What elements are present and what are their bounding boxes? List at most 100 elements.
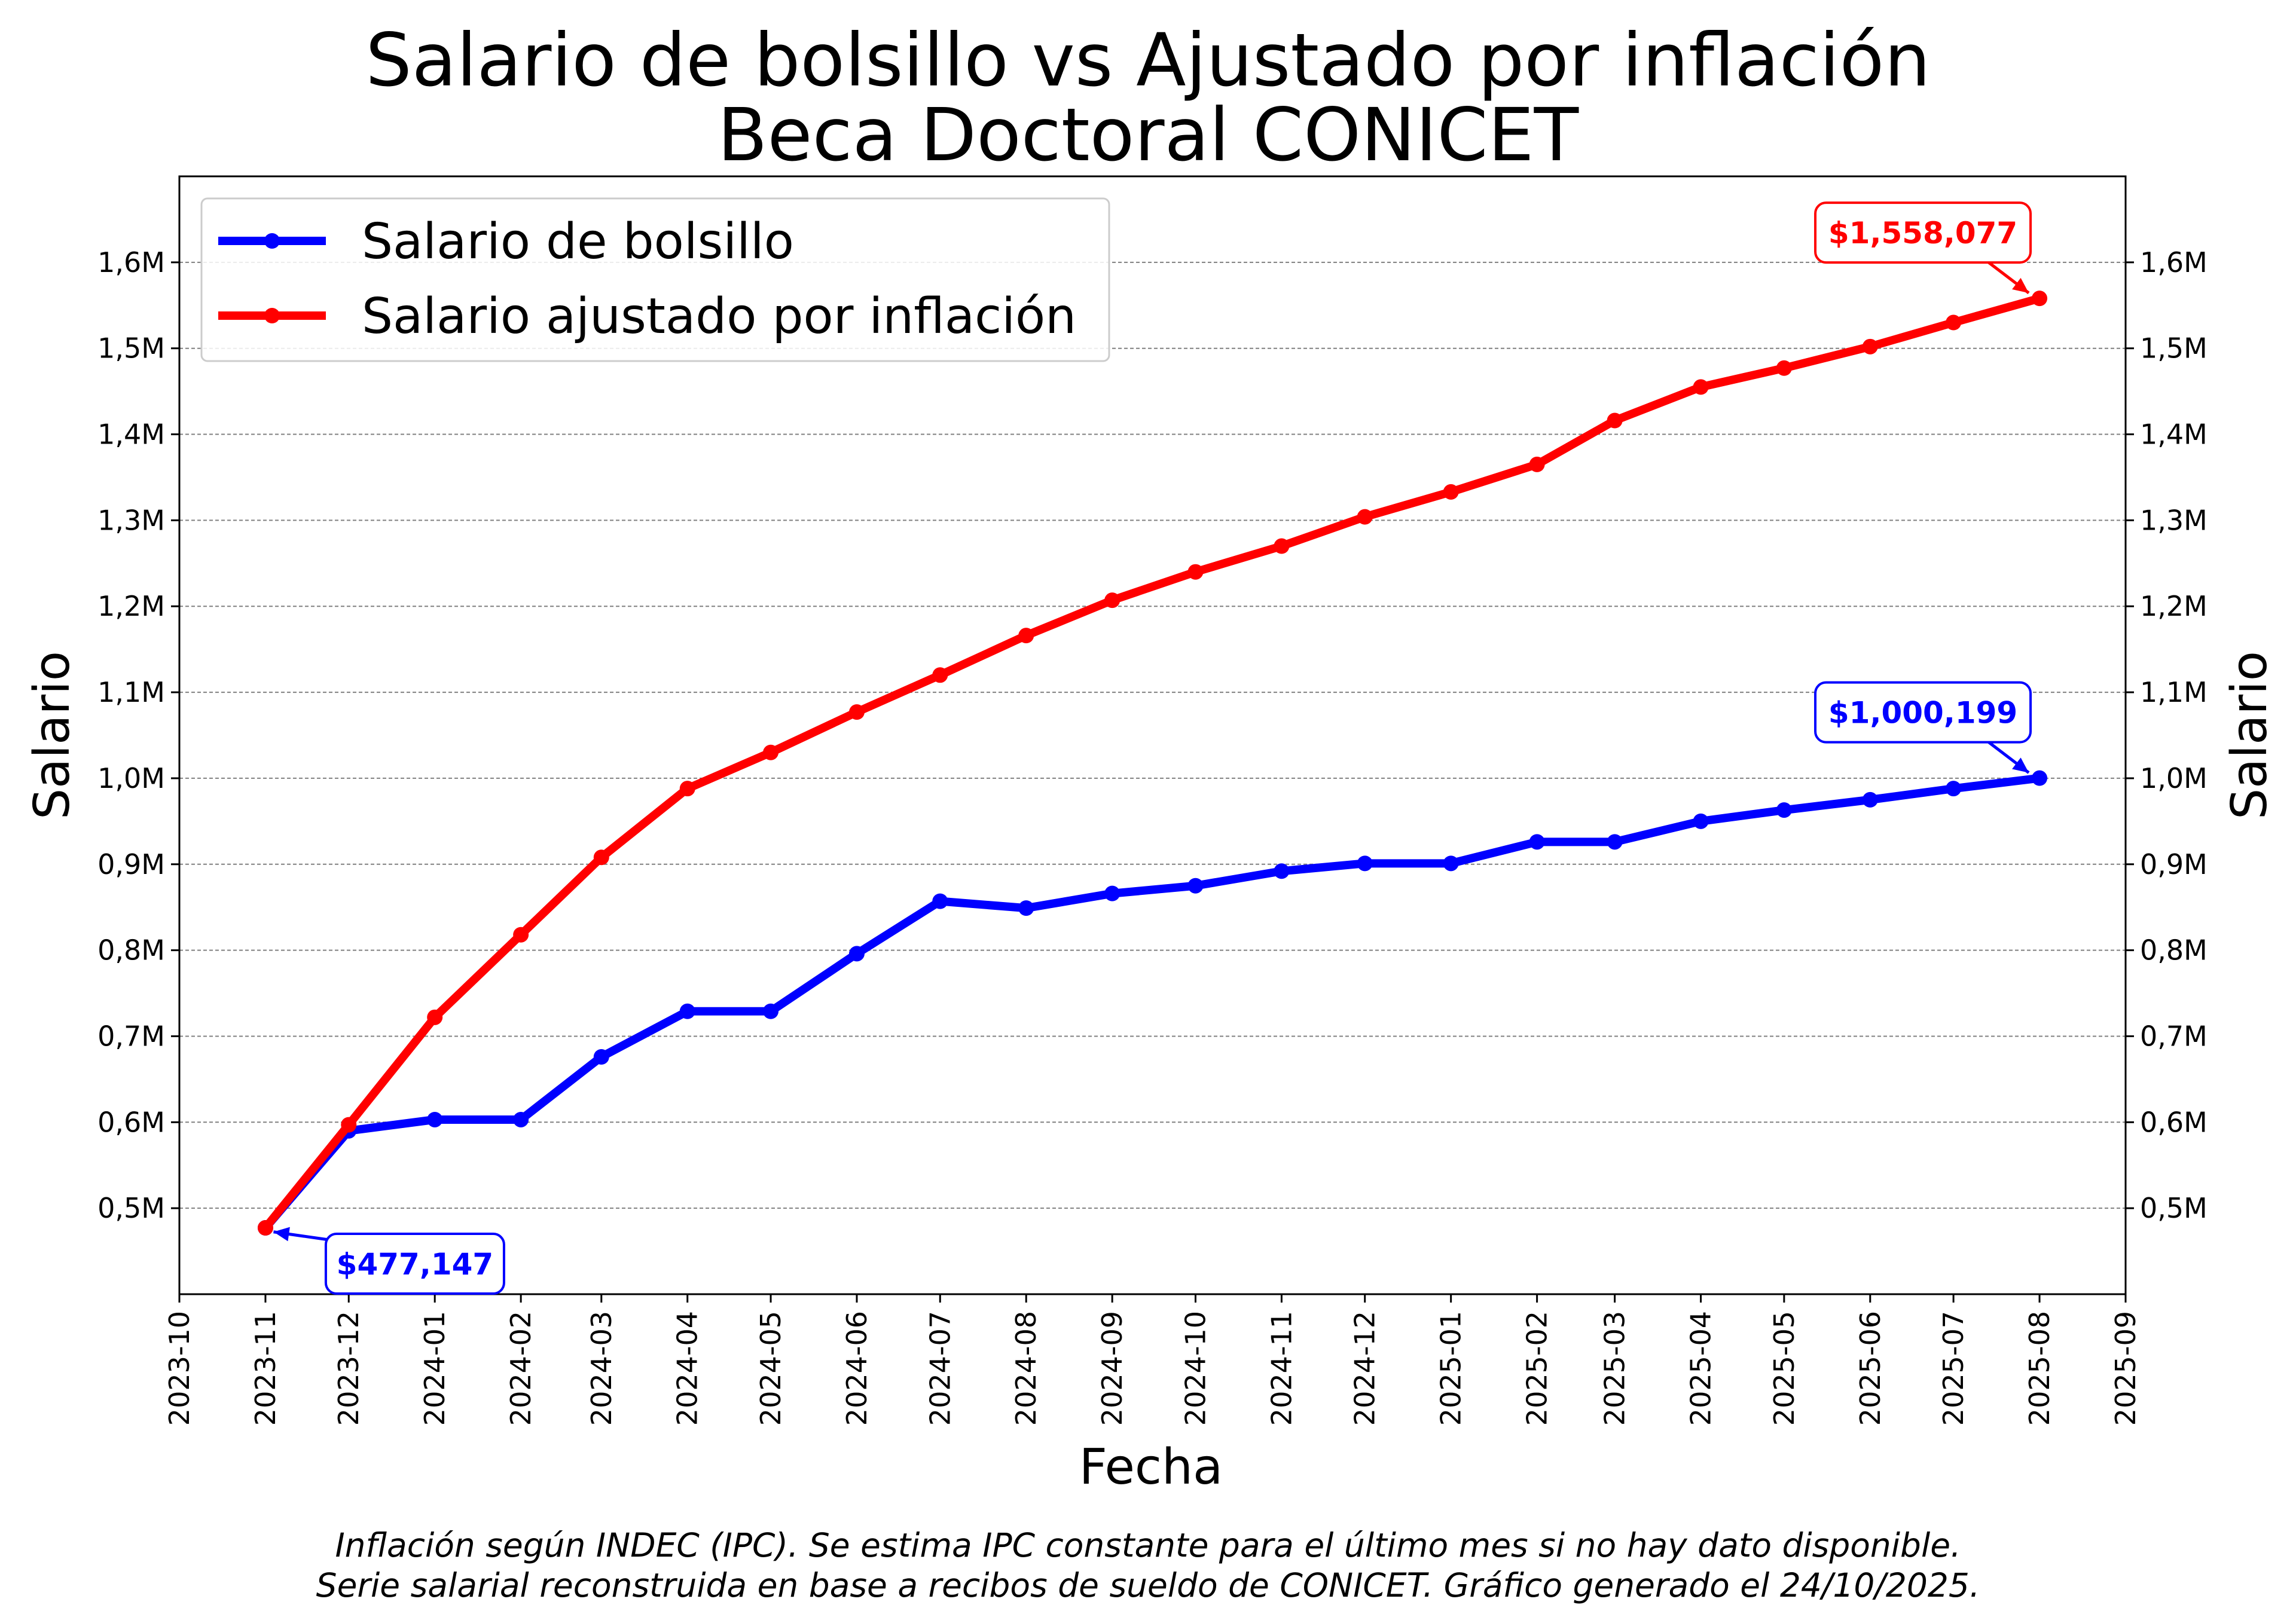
y-tick-label-left: 0,8M [97, 934, 165, 967]
x-tick-label: 2025-06 [1854, 1311, 1886, 1426]
x-tick-label: 2025-03 [1599, 1311, 1631, 1426]
annotation-arrowhead [273, 1227, 290, 1242]
chart-title: Salario de bolsillo vs Ajustado por infl… [365, 18, 1931, 103]
series-point-1 [848, 704, 865, 720]
y-tick-label-right: 1,3M [2140, 504, 2208, 536]
series-point-0 [2032, 770, 2048, 786]
footnote-line-1: Inflación según INDEC (IPC). Se estima I… [335, 1526, 1961, 1564]
annotation-label-1: $1,000,199 [1828, 696, 2017, 730]
chart-subtitle: Beca Doctoral CONICET [717, 93, 1579, 178]
y-tick-label-left: 0,9M [97, 848, 165, 881]
series-point-1 [763, 744, 779, 760]
x-tick-label: 2024-08 [1010, 1311, 1042, 1426]
series-point-0 [1187, 878, 1204, 894]
series-point-1 [1357, 509, 1373, 525]
series-point-1 [932, 667, 948, 683]
y-tick-label-left: 0,5M [97, 1192, 165, 1224]
x-tick-label: 2025-07 [1937, 1311, 1970, 1426]
x-tick-label: 2025-09 [2109, 1311, 2142, 1426]
series-point-1 [1607, 412, 1623, 429]
y-tick-label-right: 1,6M [2140, 246, 2208, 279]
series-point-1 [593, 849, 609, 866]
x-tick-label: 2023-12 [332, 1311, 365, 1426]
y-tick-label-right: 0,6M [2140, 1106, 2208, 1138]
x-tick-label: 2025-05 [1768, 1311, 1800, 1426]
series-point-0 [427, 1111, 443, 1127]
y-tick-label-right: 0,7M [2140, 1020, 2208, 1052]
series-point-1 [513, 927, 529, 943]
y-tick-label-left: 0,6M [97, 1106, 165, 1138]
legend-label-adjusted: Salario ajustado por inflación [362, 288, 1076, 345]
x-tick-label: 2024-04 [671, 1311, 704, 1426]
x-tick-label: 2025-08 [2023, 1311, 2056, 1426]
annotation-label-2: $1,558,077 [1828, 216, 2017, 250]
y-tick-label-left: 1,2M [97, 590, 165, 622]
series-point-1 [1018, 628, 1034, 644]
axes: 0,5M 0,5M 0,6M 0,6M 0,7M 0,7M 0,8M 0,8M 0,9M 0,9M… [97, 246, 2208, 1426]
series-point-1 [341, 1117, 357, 1133]
series-line-1 [261, 294, 2044, 1233]
x-tick-label: 2025-01 [1435, 1311, 1467, 1426]
series-point-0 [932, 893, 948, 909]
annotation-arrowhead [2012, 277, 2029, 294]
x-axis-label: Fecha [1079, 1439, 1223, 1496]
annotation-box [1814, 201, 2032, 264]
series-point-1 [1693, 379, 1709, 395]
y-tick-label-right: 0,5M [2140, 1192, 2208, 1224]
footnote-line-2: Serie salarial reconstruida en base a re… [316, 1566, 1980, 1604]
x-tick-label: 2023-11 [249, 1311, 282, 1426]
y-tick-label-left: 1,5M [97, 332, 165, 365]
series-point-0 [1946, 781, 1962, 797]
y-axis-label-right: Salario [2221, 651, 2278, 820]
x-tick-label: 2024-06 [841, 1311, 873, 1426]
series-point-1 [1274, 538, 1290, 554]
x-tick-label: 2023-10 [163, 1311, 196, 1426]
series-point-0 [1693, 813, 1709, 829]
series-point-1 [1946, 314, 1962, 331]
series-point-1 [1862, 338, 1878, 354]
annotation-box [1814, 681, 2032, 744]
y-tick-label-left: 1,4M [97, 418, 165, 451]
x-tick-label: 2024-11 [1265, 1311, 1297, 1426]
series-point-0 [593, 1049, 609, 1065]
series-point-1 [1443, 484, 1459, 500]
series-point-0 [848, 946, 865, 962]
x-tick-label: 2024-01 [419, 1311, 451, 1426]
series-point-0 [1104, 885, 1120, 901]
series-point-1 [257, 1220, 273, 1236]
series-point-1 [2032, 291, 2048, 307]
series-line-0 [261, 774, 2044, 1233]
series-point-0 [1018, 900, 1034, 916]
x-tick-label: 2025-02 [1521, 1311, 1553, 1426]
legend-marker-pocket [264, 233, 280, 249]
y-tick-label-right: 1,1M [2140, 676, 2208, 708]
series-point-0 [763, 1003, 779, 1019]
series-point-0 [1357, 855, 1373, 872]
plot-frame [178, 175, 2127, 1295]
legend-marker-adjusted [264, 308, 280, 323]
series-point-0 [1607, 834, 1623, 850]
x-tick-label: 2024-07 [924, 1311, 956, 1426]
series-point-0 [1274, 863, 1290, 879]
y-tick-label-left: 1,1M [97, 676, 165, 708]
x-tick-label: 2024-02 [505, 1311, 537, 1426]
series-point-0 [1529, 834, 1545, 850]
legend-label-pocket: Salario de bolsillo [362, 213, 794, 270]
y-tick-label-left: 1,6M [97, 246, 165, 279]
y-tick-label-right: 0,8M [2140, 934, 2208, 967]
annotation-label-0: $477,147 [337, 1247, 494, 1282]
series-point-1 [1529, 456, 1545, 472]
series-point-1 [1776, 360, 1792, 376]
series-point-1 [1104, 592, 1120, 609]
series-point-0 [1776, 802, 1792, 818]
annotation-box [324, 1233, 505, 1295]
y-tick-label-left: 1,0M [97, 762, 165, 794]
annotations: $477,147 $1,000,199 $1,558,077 [273, 201, 2032, 1295]
series-point-0 [513, 1111, 529, 1127]
y-tick-label-right: 1,4M [2140, 418, 2208, 451]
x-tick-label: 2025-04 [1685, 1311, 1717, 1426]
x-tick-label: 2024-03 [585, 1311, 618, 1426]
legend: Salario de bolsillo Salario ajustado por… [200, 197, 1110, 362]
y-tick-label-right: 0,9M [2140, 848, 2208, 881]
